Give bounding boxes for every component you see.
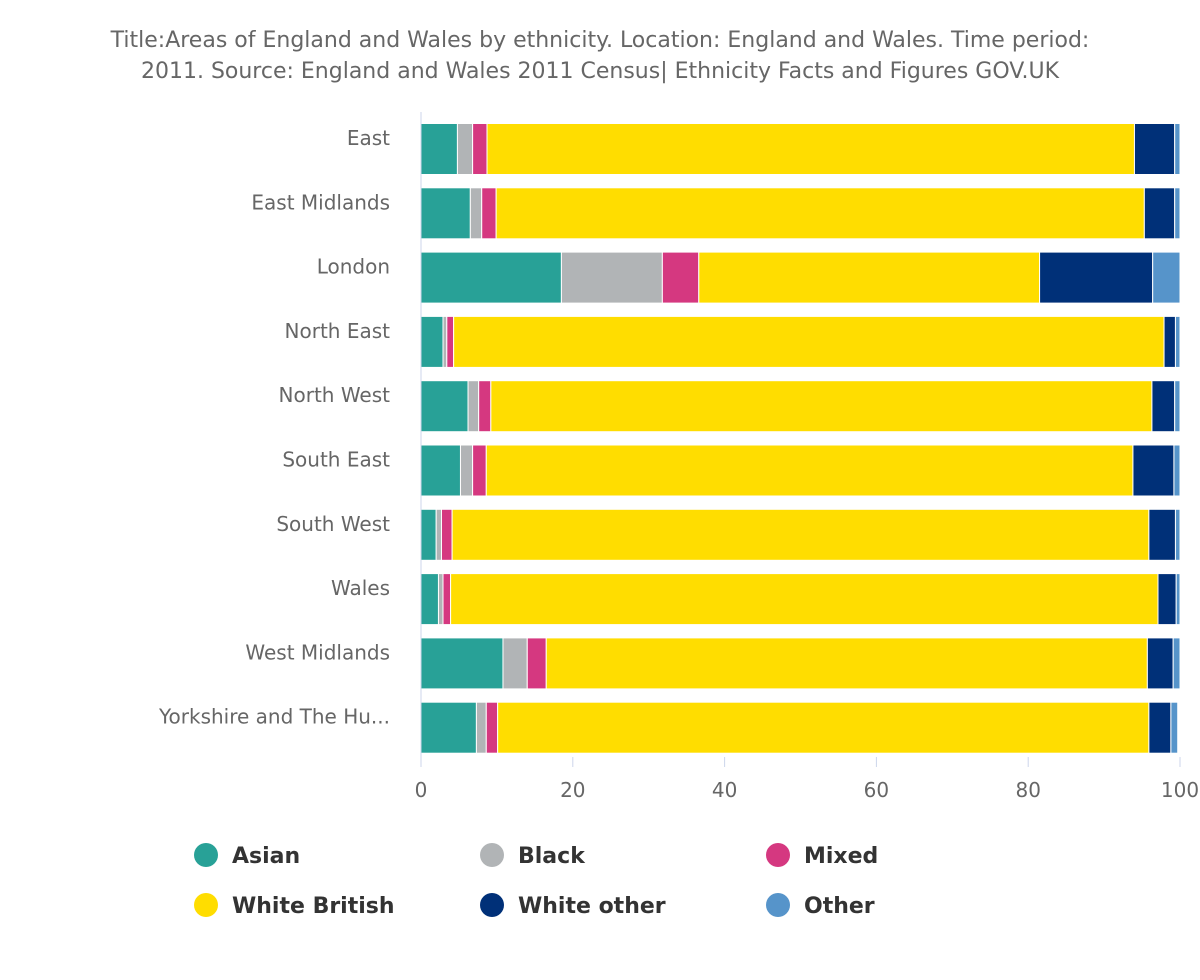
bar-south-west-black (435, 508, 442, 561)
x-tick-label-60: 60 (864, 778, 889, 802)
bar-east-midlands-other (1174, 187, 1181, 240)
bar-south-west-mixed (440, 508, 453, 561)
bar-yorkshire-and-the-hu-mixed (485, 701, 499, 754)
bar-west-midlands-white-british (545, 637, 1148, 690)
bar-south-east-white-british (485, 444, 1134, 497)
bar-east-other (1174, 123, 1181, 175)
bar-london-other (1152, 251, 1181, 304)
category-label-london: London (317, 255, 390, 279)
legend-label-other: Other (804, 894, 875, 919)
bar-wales-other (1175, 573, 1181, 626)
bar-south-east-mixed (472, 444, 487, 497)
bar-north-west-black (467, 380, 480, 433)
bar-north-west-other (1174, 380, 1181, 433)
bar-north-east-white-other (1163, 315, 1176, 368)
legend-marker-mixed (766, 843, 790, 867)
x-tick-label-20: 20 (560, 778, 585, 802)
bar-north-east-asian (420, 315, 444, 368)
bar-wales-white-other (1157, 573, 1177, 626)
chart-title-line-2: 2011. Source: England and Wales 2011 Cen… (141, 59, 1060, 84)
bar-south-west-white-british (451, 508, 1150, 561)
bar-north-west-asian (420, 380, 469, 433)
category-label-north-east: North East (285, 319, 391, 343)
category-label-west-midlands: West Midlands (245, 640, 390, 664)
bar-west-midlands-other (1172, 637, 1181, 690)
legend-marker-white-british (194, 893, 218, 917)
legend-marker-black (480, 843, 504, 867)
bar-east-mixed (472, 123, 488, 175)
bar-london-white-british (698, 251, 1041, 304)
bar-yorkshire-and-the-hu-asian (420, 701, 477, 754)
bar-west-midlands-mixed (526, 637, 547, 690)
bar-south-east-other (1173, 444, 1181, 497)
legend-label-white-other: White other (518, 894, 666, 919)
legend-marker-asian (194, 843, 218, 867)
bar-north-east-other (1174, 315, 1181, 368)
bar-west-midlands-asian (420, 637, 504, 690)
bar-east-midlands-white-other (1143, 187, 1176, 240)
bar-west-midlands-black (502, 637, 528, 690)
bar-london-mixed (661, 251, 700, 304)
bar-south-east-asian (420, 444, 461, 497)
bar-south-east-white-other (1132, 444, 1175, 497)
x-tick-label-80: 80 (1015, 778, 1040, 802)
bar-yorkshire-and-the-hu-black (475, 701, 487, 754)
bar-east-asian (420, 123, 458, 175)
bar-london-white-other (1039, 251, 1154, 304)
x-axis: 0 20 40 60 80 100 (415, 112, 1199, 802)
bar-yorkshire-and-the-hu-white-other (1148, 701, 1172, 754)
bar-yorkshire-and-the-hu-white-british (497, 701, 1150, 754)
bar-north-east-black (442, 315, 448, 368)
bar-east-midlands-asian (420, 187, 471, 240)
legend-label-black: Black (518, 844, 586, 869)
bar-wales-mixed (442, 573, 452, 626)
bars-group (420, 123, 1181, 754)
bar-south-west-white-other (1148, 508, 1176, 561)
legend-label-asian: Asian (232, 844, 300, 869)
category-label-east-midlands: East Midlands (251, 190, 390, 214)
chart-title-line-1: Title:Areas of England and Wales by ethn… (110, 28, 1090, 53)
bar-north-west-white-other (1151, 380, 1176, 433)
bar-east-midlands-white-british (495, 187, 1145, 240)
category-labels: East East Midlands London North East North W… (158, 126, 390, 729)
bar-east-white-british (486, 123, 1135, 175)
bar-east-midlands-black (469, 187, 483, 240)
x-tick-label-0: 0 (415, 778, 428, 802)
legend-label-white-british: White British (232, 894, 395, 919)
bar-north-west-white-british (490, 380, 1153, 433)
bar-london-black (560, 251, 663, 304)
bar-wales-asian (420, 573, 439, 626)
legend: Asian Black Mixed White British White other O… (194, 843, 878, 919)
bar-north-east-white-british (453, 315, 1165, 368)
x-tick-label-40: 40 (712, 778, 737, 802)
bar-wales-white-british (450, 573, 1159, 626)
legend-label-mixed: Mixed (804, 844, 878, 869)
bar-north-east-mixed (446, 315, 455, 368)
category-label-east: East (347, 126, 390, 150)
bar-london-asian (420, 251, 562, 304)
bar-west-midlands-white-other (1146, 637, 1174, 690)
bar-yorkshire-and-the-hu-other (1170, 701, 1179, 754)
bar-east-black (456, 123, 474, 175)
legend-marker-other (766, 893, 790, 917)
bar-south-west-asian (420, 508, 437, 561)
category-label-south-east: South East (282, 448, 390, 472)
bar-south-west-other (1174, 508, 1181, 561)
category-label-yorkshire-and-the-hu: Yorkshire and The Hu... (158, 705, 390, 729)
x-tick-label-100: 100 (1161, 778, 1199, 802)
legend-marker-white-other (480, 893, 504, 917)
bar-north-west-mixed (478, 380, 492, 433)
category-label-south-west: South West (276, 512, 390, 536)
bar-east-midlands-mixed (481, 187, 497, 240)
category-label-wales: Wales (331, 576, 390, 600)
bar-wales-black (437, 573, 444, 626)
bar-south-east-black (459, 444, 474, 497)
category-label-north-west: North West (279, 383, 391, 407)
bar-east-white-other (1133, 123, 1176, 175)
